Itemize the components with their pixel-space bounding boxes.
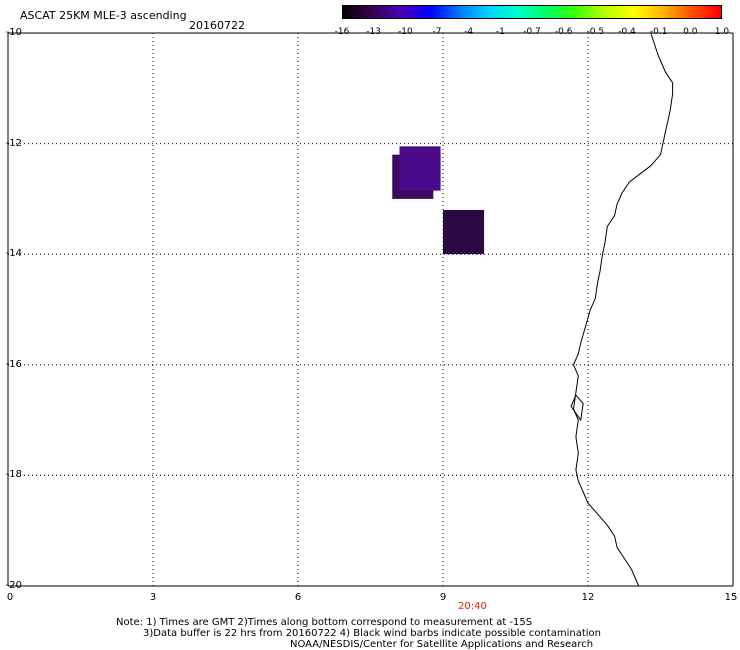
wind-data-cell <box>443 209 485 255</box>
colorbar-tick-label: -4 <box>464 27 474 37</box>
note-line-1: Note: 1) Times are GMT 2)Times along bot… <box>116 617 533 628</box>
colorbar-tick-label: 1.0 <box>714 27 730 37</box>
longitude-label: 0 <box>6 592 14 603</box>
colorbar-tick-label: -10 <box>397 27 413 37</box>
colorbar-tick-label: -13 <box>366 27 382 37</box>
latitude-label: -14 <box>5 248 22 260</box>
note-line-2: 3)Data buffer is 22 hrs from 20160722 4)… <box>143 628 601 639</box>
latitude-label: -20 <box>5 580 22 591</box>
colorbar-tick-label: -0.4 <box>618 27 636 37</box>
map-date: 20160722 <box>189 19 245 32</box>
data-cells <box>392 146 485 255</box>
colorbar-tick-label: 0.0 <box>683 27 698 37</box>
latitude-label: -18 <box>5 469 22 481</box>
graticule <box>7 32 734 587</box>
wind-data-cell <box>399 146 441 191</box>
colorbar-tick-label: -0.5 <box>586 27 605 37</box>
colorbar-tick-label: -16 <box>334 27 350 37</box>
longitude-label: 15 <box>724 592 738 603</box>
longitude-label: 9 <box>439 592 447 603</box>
map-title: ASCAT 25KM MLE-3 ascending <box>20 9 187 22</box>
colorbar-tick-label: -0.7 <box>523 27 541 37</box>
longitude-label: 6 <box>294 592 302 603</box>
colorbar-tick-label: -0.6 <box>554 27 573 37</box>
latitude-label: -16 <box>5 358 22 370</box>
coastline-island <box>570 394 584 422</box>
coastline <box>572 32 674 587</box>
longitude-label: 12 <box>581 592 595 603</box>
latitude-label: -12 <box>5 137 22 149</box>
time-label: 20:40 <box>458 601 487 612</box>
note-line-3: NOAA/NESDIS/Center for Satellite Applica… <box>290 639 594 650</box>
longitude-label: 3 <box>149 592 157 603</box>
colorbar <box>342 5 722 19</box>
latitude-label: -10 <box>5 27 22 38</box>
colorbar-tick-label: -7 <box>432 27 442 37</box>
colorbar-tick-label: -0.1 <box>649 27 668 37</box>
colorbar-tick-label: -1 <box>495 27 505 37</box>
